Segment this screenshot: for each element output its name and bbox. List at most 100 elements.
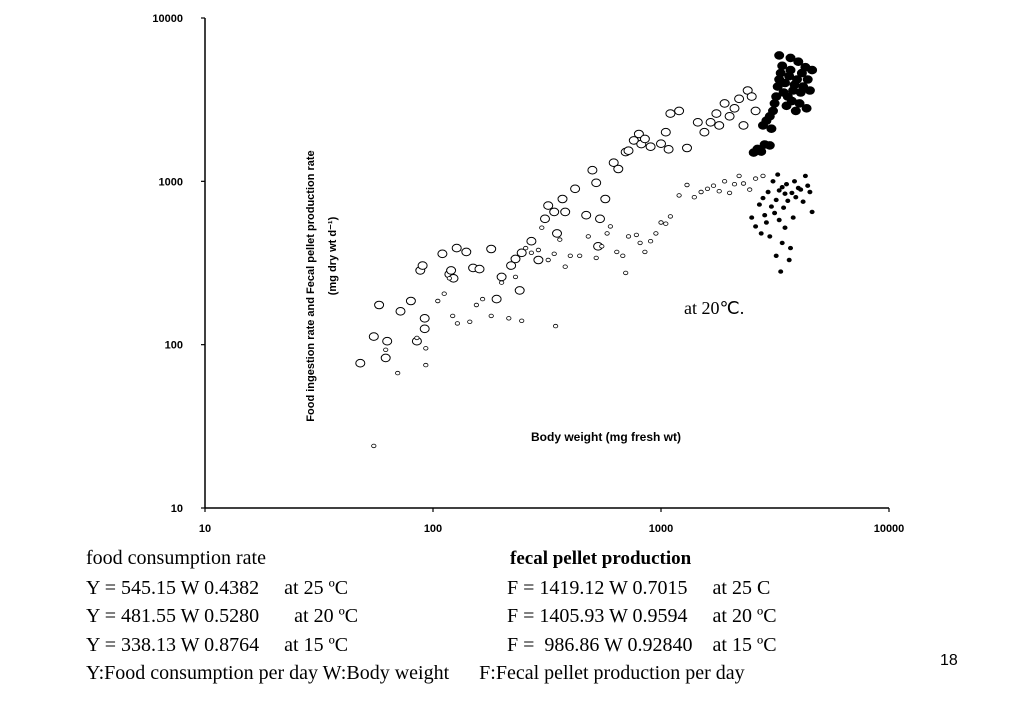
data-point-open-circle-large (437, 249, 448, 259)
variable-legend: Y:Food consumption per day W:Body weight… (86, 662, 745, 684)
data-point-filled-circle-small (786, 257, 792, 263)
data-point-open-circle-large (711, 109, 722, 118)
data-point-filled-circle-large (794, 99, 805, 108)
data-point-filled-circle-large (785, 65, 796, 75)
data-point-open-circle-small (454, 321, 460, 326)
data-point-open-circle-large (540, 214, 550, 224)
data-point-filled-circle-large (769, 99, 780, 108)
data-point-open-circle-large (663, 145, 674, 154)
data-point-filled-circle-large (793, 57, 804, 67)
data-point-open-circle-large (660, 127, 671, 137)
data-point-open-circle-large (738, 121, 749, 130)
data-point-filled-circle-small (787, 245, 793, 251)
data-point-open-circle-small (552, 323, 559, 329)
x-tick-label: 1000 (649, 523, 673, 535)
data-point-open-circle-small (498, 280, 505, 285)
data-point-open-circle-small (423, 362, 429, 368)
data-point-open-circle-small (585, 234, 591, 239)
data-point-open-circle-small (604, 231, 610, 236)
data-point-open-circle-large (474, 264, 485, 274)
data-point-open-circle-large (533, 255, 544, 265)
data-point-filled-circle-small (767, 234, 773, 239)
data-point-open-circle-small (593, 255, 599, 261)
data-point-filled-circle-small (790, 215, 796, 220)
data-point-open-circle-small (435, 298, 441, 304)
data-point-open-circle-large (724, 112, 735, 121)
data-point-open-circle-small (710, 183, 717, 188)
x-axis-title: Body weight (mg fresh wt) (531, 430, 681, 444)
data-point-open-circle-small (726, 190, 733, 196)
data-point-open-circle-small (620, 253, 626, 258)
y-tick-label: 100 (165, 340, 183, 352)
data-point-open-circle-small (577, 253, 583, 258)
data-point-open-circle-small (721, 179, 728, 184)
data-point-filled-circle-large (785, 53, 796, 63)
data-point-open-circle-large (628, 136, 639, 145)
data-point-filled-circle-small (783, 182, 789, 187)
y-tick-label: 10000 (152, 13, 183, 25)
data-point-open-circle-small (473, 302, 479, 308)
data-point-open-circle-large (560, 207, 571, 217)
data-point-filled-circle-small (776, 217, 782, 223)
data-point-open-circle-small (698, 189, 704, 195)
data-point-open-circle-large (417, 261, 428, 270)
data-point-open-circle-small (567, 253, 573, 258)
data-point-filled-circle-large (777, 61, 788, 71)
data-point-filled-circle-small (770, 179, 776, 184)
data-point-open-circle-small (623, 270, 629, 276)
data-point-open-circle-small (467, 319, 473, 324)
data-point-open-circle-large (461, 247, 472, 257)
data-point-open-circle-large (446, 266, 457, 275)
data-point-open-circle-large (516, 248, 527, 258)
data-point-filled-circle-large (807, 65, 818, 75)
data-point-open-circle-small (614, 249, 620, 255)
data-point-filled-circle-small (789, 190, 795, 196)
data-point-open-circle-small (423, 346, 429, 351)
data-point-open-circle-large (395, 307, 406, 316)
food-equation-25: Y = 545.15 W 0.4382 at 25 ºC (86, 577, 349, 599)
chart-annotation: at 20℃. (684, 298, 744, 318)
data-point-open-circle-small (760, 173, 766, 179)
data-point-open-circle-small (599, 244, 605, 249)
data-point-filled-circle-small (776, 188, 782, 193)
food-equation-15: Y = 338.13 W 0.8764 at 15 ºC (86, 634, 349, 656)
data-point-open-circle-small (642, 249, 648, 255)
data-point-open-circle-large (491, 294, 502, 304)
data-point-open-circle-small (551, 251, 557, 256)
scatter-chart: 10 100 1000 10000 10 100 1000 10000 Body weight… (152, 13, 904, 535)
x-tick-label: 10 (199, 523, 211, 535)
data-point-open-circle-small (716, 188, 722, 194)
data-point-open-circle-large (419, 324, 430, 334)
data-point-filled-circle-small (809, 209, 815, 215)
data-point-filled-circle-small (760, 195, 766, 201)
data-point-open-circle-small (625, 234, 632, 239)
data-point-open-circle-large (368, 332, 379, 341)
data-point-open-circle-small (736, 173, 742, 179)
data-point-open-circle-small (446, 276, 452, 281)
pellet-header: fecal pellet production (510, 548, 692, 569)
data-point-open-circle-large (374, 300, 385, 310)
data-point-open-circle-small (676, 193, 682, 198)
data-point-open-circle-small (545, 257, 551, 263)
data-point-filled-circle-small (775, 172, 781, 177)
data-point-filled-circle-large (804, 86, 815, 95)
data-point-filled-circle-small (802, 173, 808, 179)
data-point-open-circle-large (526, 236, 537, 246)
data-point-open-circle-large (645, 142, 656, 151)
data-point-filled-circle-large (775, 68, 786, 78)
data-point-open-circle-large (674, 106, 685, 116)
data-point-open-circle-large (633, 129, 644, 139)
data-point-open-circle-large (656, 139, 666, 148)
data-point-filled-circle-small (805, 183, 811, 188)
y-tick-label: 10 (171, 503, 183, 515)
data-point-open-circle-small (539, 225, 545, 230)
data-point-filled-circle-small (798, 187, 804, 192)
data-point-filled-circle-small (772, 210, 778, 216)
data-point-open-circle-large (692, 118, 703, 127)
data-point-open-circle-large (506, 261, 517, 270)
data-point-open-circle-small (519, 318, 525, 323)
data-point-open-circle-large (750, 106, 761, 116)
data-point-filled-circle-large (768, 106, 778, 116)
data-point-open-circle-small (684, 182, 690, 188)
data-point-filled-circle-large (792, 75, 802, 84)
